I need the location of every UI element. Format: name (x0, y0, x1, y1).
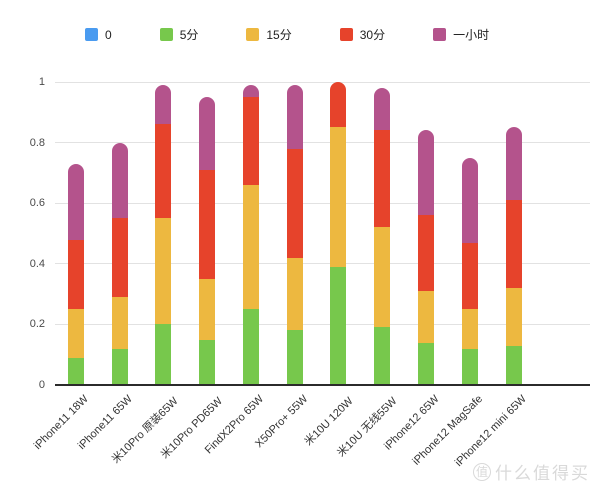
legend-label: 0 (105, 27, 112, 42)
legend-swatch-icon (246, 28, 260, 41)
y-axis-tick-label: 1 (38, 76, 45, 88)
bar-segment-5分 (111, 348, 128, 385)
bar-segment-一小时 (505, 127, 522, 201)
bar-segment-一小时 (461, 157, 478, 243)
gridline (55, 323, 590, 325)
legend-swatch-icon (159, 28, 173, 41)
gridline (55, 81, 590, 83)
bar-segment-一小时 (242, 85, 259, 98)
bar-segment-30分 (67, 239, 84, 310)
bar-segment-5分 (417, 342, 434, 385)
legend-swatch-icon (85, 28, 98, 41)
bar-segment-5分 (286, 330, 303, 385)
bar-segment-一小时 (374, 88, 391, 131)
legend-label: 15分 (266, 28, 292, 42)
y-axis-tick-label: 0.6 (29, 197, 45, 210)
bar-segment-一小时 (417, 130, 434, 216)
bar-segment-30分 (330, 82, 347, 128)
bar-segment-15分 (374, 227, 391, 328)
bar-segment-5分 (242, 309, 259, 385)
bar-segment-5分 (155, 324, 172, 385)
bar-segment-一小时 (199, 97, 216, 170)
bar-segment-15分 (155, 218, 172, 325)
bar-segment-30分 (242, 97, 259, 185)
bar-segment-15分 (67, 309, 84, 358)
bar-segment-15分 (199, 278, 216, 340)
watermark-text: 什么值得买 (495, 464, 590, 483)
bar-segment-15分 (505, 288, 522, 346)
bar-segment-一小时 (286, 85, 303, 149)
bar-segment-5分 (330, 266, 347, 385)
legend-label: 5分 (179, 28, 199, 42)
bar-segment-15分 (242, 185, 259, 310)
legend-item-series-5min: 5分 (159, 26, 199, 43)
bar-segment-30分 (374, 130, 391, 228)
bar-segment-30分 (417, 215, 434, 292)
watermark: 值 什么值得买 (473, 459, 590, 484)
y-axis-tick-label: 0.4 (29, 257, 45, 270)
bar-segment-5分 (199, 339, 216, 385)
y-axis-tick-label: 0.2 (29, 318, 45, 331)
bar-segment-一小时 (111, 142, 128, 219)
bar-segment-30分 (286, 148, 303, 258)
bar-segment-一小时 (67, 163, 84, 240)
legend-item-series-1hour: 一小时 (433, 26, 489, 43)
gridline (55, 202, 590, 204)
bar-segment-30分 (461, 242, 478, 310)
bar-segment-15分 (111, 297, 128, 349)
bar-segment-15分 (286, 257, 303, 331)
x-axis-line (55, 384, 590, 386)
bar-segment-15分 (461, 309, 478, 349)
legend-label: 30分 (359, 28, 386, 42)
legend-item-series-15min: 15分 (246, 26, 292, 43)
bar-segment-15分 (330, 127, 347, 267)
legend-item-series-30min: 30分 (339, 26, 386, 43)
bar-segment-5分 (461, 348, 478, 385)
bar-segment-30分 (111, 218, 128, 298)
gridline (55, 263, 590, 265)
legend-swatch-icon (339, 28, 353, 41)
watermark-logo-icon: 值 (473, 462, 491, 481)
legend-label: 一小时 (453, 28, 490, 42)
legend: 0 5分 15分 30分 一小时 (85, 26, 489, 43)
bar-segment-5分 (67, 357, 84, 385)
legend-swatch-icon (433, 28, 447, 41)
y-axis-tick-label: 0 (38, 379, 45, 391)
bar-segment-30分 (505, 200, 522, 289)
bar-segment-15分 (417, 291, 434, 343)
y-axis-tick-label: 0.8 (29, 136, 45, 149)
bar-segment-30分 (199, 169, 216, 279)
bar-segment-一小时 (155, 85, 172, 125)
legend-item-series-0: 0 (85, 28, 112, 42)
bar-segment-30分 (155, 124, 172, 219)
bar-segment-5分 (374, 327, 391, 385)
gridline (55, 142, 590, 144)
bar-segment-5分 (505, 345, 522, 385)
